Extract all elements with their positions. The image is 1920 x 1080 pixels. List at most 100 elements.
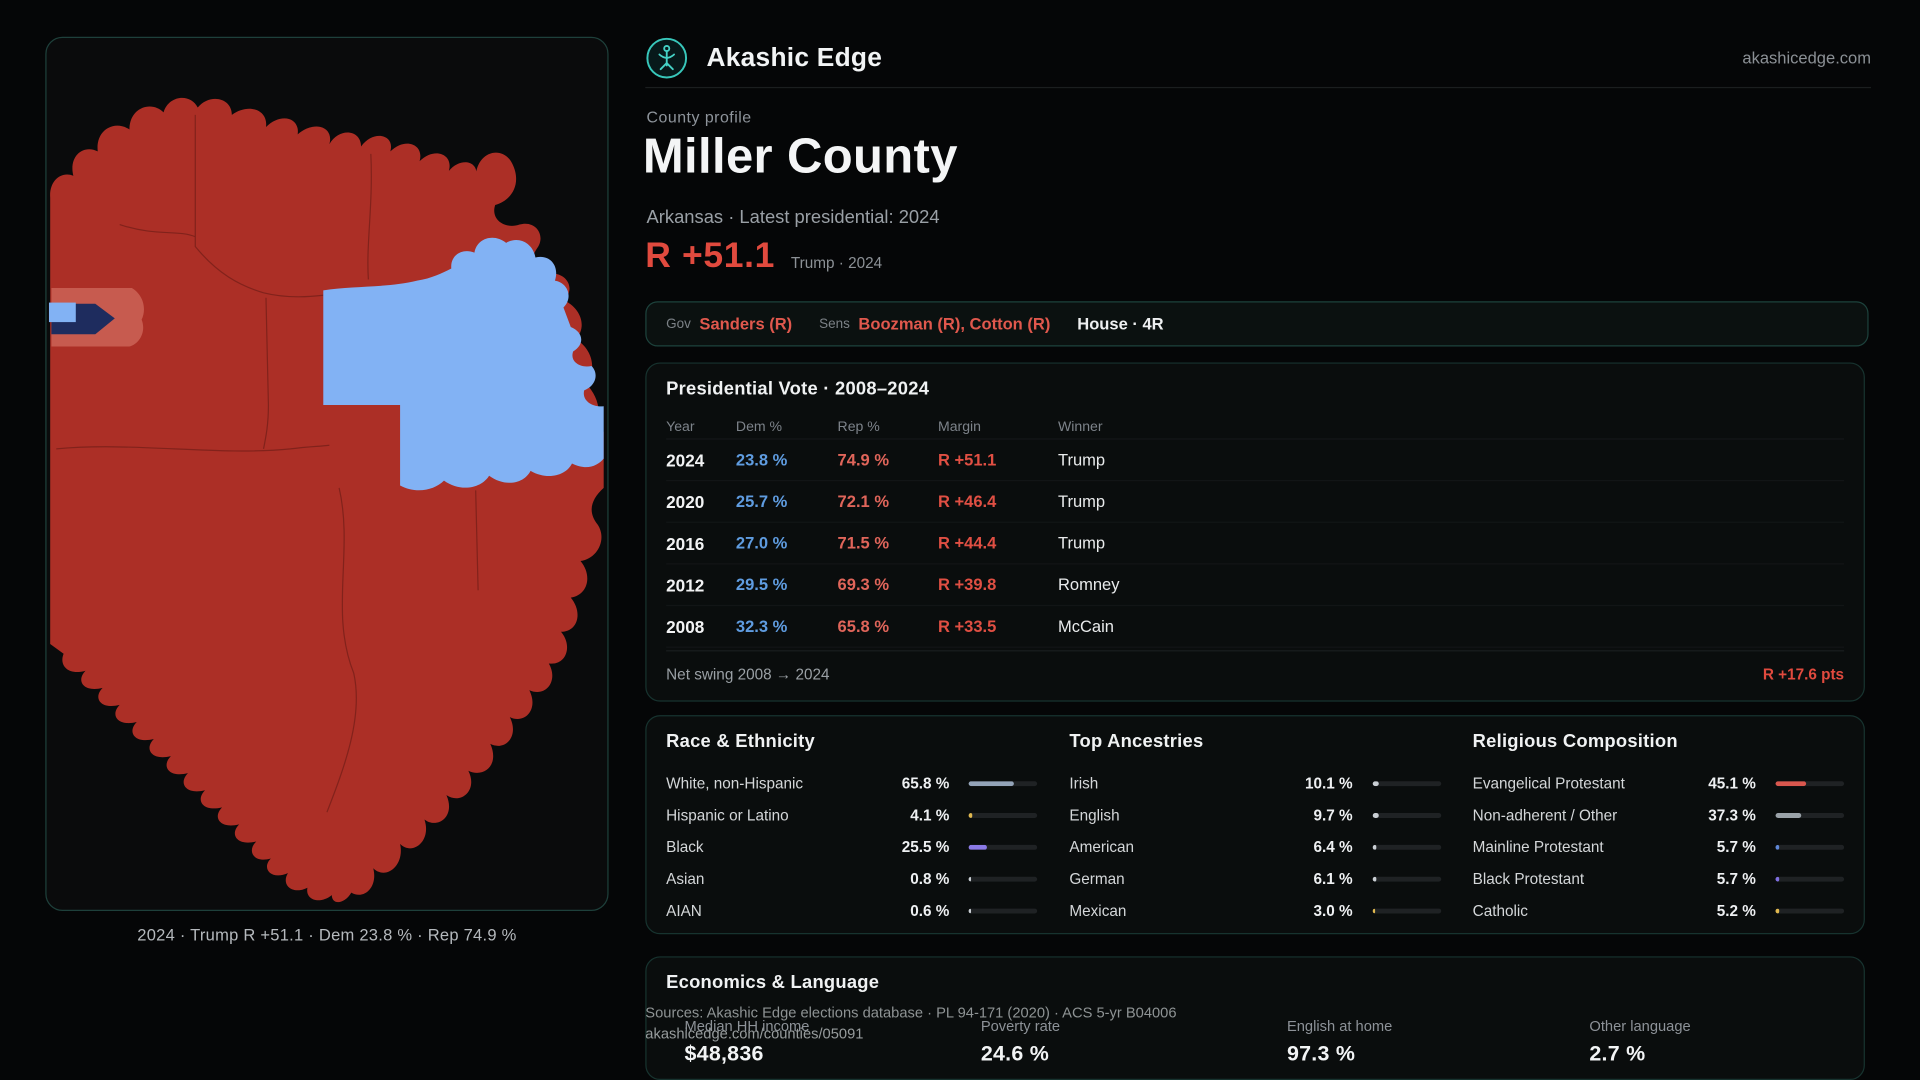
- sens-label: Sens: [819, 316, 850, 332]
- demo-label: Mexican: [1069, 902, 1127, 920]
- demo-label: American: [1069, 838, 1135, 856]
- dem-precinct: [323, 237, 604, 491]
- demo-value: 0.6 %: [910, 902, 950, 920]
- demo-bar: [1775, 781, 1845, 787]
- demo-row: Black Protestant 5.7 %: [1473, 863, 1845, 895]
- demo-label: Irish: [1069, 775, 1099, 793]
- precinct-borders: [56, 114, 479, 813]
- margin-headline: R +51.1 Trump · 2024: [645, 236, 882, 276]
- sources-note: Sources: Akashic Edge elections database…: [645, 1003, 1176, 1043]
- table-row: 2008 32.3 % 65.8 % R +33.5 McCain: [666, 606, 1845, 648]
- demo-row: Mainline Protestant 5.7 %: [1473, 831, 1845, 863]
- cell-rep: 65.8 %: [837, 617, 890, 636]
- demo-value: 6.1 %: [1313, 870, 1353, 888]
- demo-bar: [1372, 908, 1441, 914]
- demo-value: 6.4 %: [1313, 838, 1353, 856]
- cell-winner: McCain: [1057, 617, 1114, 636]
- margin-note: Trump · 2024: [790, 254, 883, 272]
- app-header: Akashic Edge akashicedge.com: [645, 32, 1871, 83]
- demo-bar: [1775, 813, 1845, 818]
- net-swing-value: R +17.6 pts: [1762, 666, 1845, 684]
- demo-row: AIAN 0.6 %: [666, 895, 1038, 927]
- cell-year: 2012: [666, 574, 705, 595]
- sens-value: Boozman (R), Cotton (R): [858, 314, 1051, 334]
- col-year: Year: [666, 419, 695, 435]
- demo-bar: [968, 844, 1038, 850]
- officials-bar: Gov Sanders (R) Sens Boozman (R), Cotton…: [645, 301, 1869, 347]
- cell-dem: 29.5 %: [735, 575, 788, 594]
- col-dem: Dem %: [735, 419, 783, 435]
- economics-stats: Median HH income $48,836 Poverty rate 24…: [666, 1018, 1844, 1067]
- demo-label: Asian: [666, 870, 705, 888]
- gov-label: Gov: [666, 316, 691, 332]
- demo-bar: [1372, 781, 1441, 787]
- demo-value: 9.7 %: [1313, 806, 1353, 825]
- demo-label: Evangelical Protestant: [1472, 775, 1625, 793]
- economics-title: Economics & Language: [666, 972, 880, 994]
- stat-value: 2.7 %: [1589, 1040, 1646, 1066]
- cell-year: 2020: [666, 491, 705, 512]
- cell-dem: 27.0 %: [735, 533, 788, 553]
- stat-label: Other language: [1589, 1017, 1691, 1035]
- cell-margin: R +51.1: [937, 450, 997, 469]
- ancestries-title: Top Ancestries: [1069, 731, 1204, 752]
- subtitle: Arkansas · Latest presidential: 2024: [646, 206, 940, 228]
- cell-dem: 32.3 %: [735, 617, 788, 636]
- economics-panel: Economics & Language Median HH income $4…: [645, 956, 1865, 1080]
- demo-value: 10.1 %: [1304, 775, 1353, 793]
- demo-bar: [1372, 813, 1441, 818]
- stat-cell: Median HH income $48,836: [684, 1018, 980, 1067]
- demo-value: 25.5 %: [901, 838, 950, 856]
- presidential-title: Presidential Vote · 2008–2024: [666, 378, 930, 400]
- stat-cell: Other language 2.7 %: [1589, 1018, 1844, 1067]
- sources-line: Sources: Akashic Edge elections database…: [645, 1004, 1177, 1022]
- demo-row: Catholic 5.2 %: [1473, 895, 1845, 927]
- site-domain[interactable]: akashicedge.com: [1742, 48, 1872, 67]
- demo-label: AIAN: [666, 902, 702, 920]
- demo-row: White, non-Hispanic 65.8 %: [666, 768, 1038, 800]
- demo-bar: [1775, 844, 1845, 850]
- blue-precinct-small: [48, 302, 76, 323]
- col-winner: Winner: [1057, 419, 1103, 435]
- demo-bar: [1372, 876, 1441, 882]
- brand-logo-icon: [646, 37, 688, 78]
- demo-row: Evangelical Protestant 45.1 %: [1472, 768, 1845, 800]
- stat-label: Poverty rate: [980, 1017, 1061, 1035]
- cell-winner: Trump: [1057, 492, 1106, 511]
- table-row: 2016 27.0 % 71.5 % R +44.4 Trump: [666, 523, 1845, 565]
- net-swing-label: Net swing 2008 → 2024: [666, 666, 830, 684]
- cell-year: 2016: [666, 533, 705, 553]
- gov-value: Sanders (R): [699, 314, 793, 334]
- stat-cell: English at home 97.3 %: [1287, 1018, 1589, 1067]
- race-title: Race & Ethnicity: [666, 731, 815, 752]
- demo-row: American 6.4 %: [1069, 831, 1441, 863]
- county-map[interactable]: [47, 38, 608, 910]
- demo-value: 5.7 %: [1716, 870, 1756, 888]
- demo-label: Non-adherent / Other: [1472, 806, 1618, 825]
- demo-row: Asian 0.8 %: [666, 863, 1038, 895]
- stat-value: 24.6 %: [980, 1040, 1050, 1066]
- cell-year: 2024: [666, 450, 705, 470]
- cell-margin: R +44.4: [937, 533, 997, 553]
- religion-column: Religious Composition Evangelical Protes…: [1472, 731, 1845, 927]
- permalink-link[interactable]: akashicedge.com/counties/05091: [645, 1024, 864, 1042]
- demo-row: English 9.7 %: [1069, 800, 1441, 832]
- cell-rep: 69.3 %: [837, 575, 890, 594]
- demo-bar: [968, 813, 1038, 818]
- table-row: 2012 29.5 % 69.3 % R +39.8 Romney: [666, 564, 1845, 607]
- cell-margin: R +39.8: [937, 575, 997, 594]
- demo-value: 37.3 %: [1708, 806, 1756, 825]
- demo-row: Mexican 3.0 %: [1069, 895, 1441, 927]
- table-header: Year Dem % Rep % Margin Winner: [666, 415, 1845, 440]
- cell-rep: 72.1 %: [837, 492, 890, 511]
- demo-value: 65.8 %: [901, 775, 950, 793]
- house-value: House · 4R: [1077, 314, 1164, 334]
- religion-title: Religious Composition: [1472, 731, 1678, 752]
- table-row: 2024 23.8 % 74.9 % R +51.1 Trump: [666, 440, 1845, 482]
- cell-year: 2008: [666, 616, 705, 637]
- cell-rep: 71.5 %: [837, 533, 890, 553]
- map-caption: 2024 · Trump R +51.1 · Dem 23.8 % · Rep …: [137, 925, 517, 945]
- stat-value: $48,836: [684, 1040, 764, 1066]
- demo-value: 5.7 %: [1716, 838, 1756, 856]
